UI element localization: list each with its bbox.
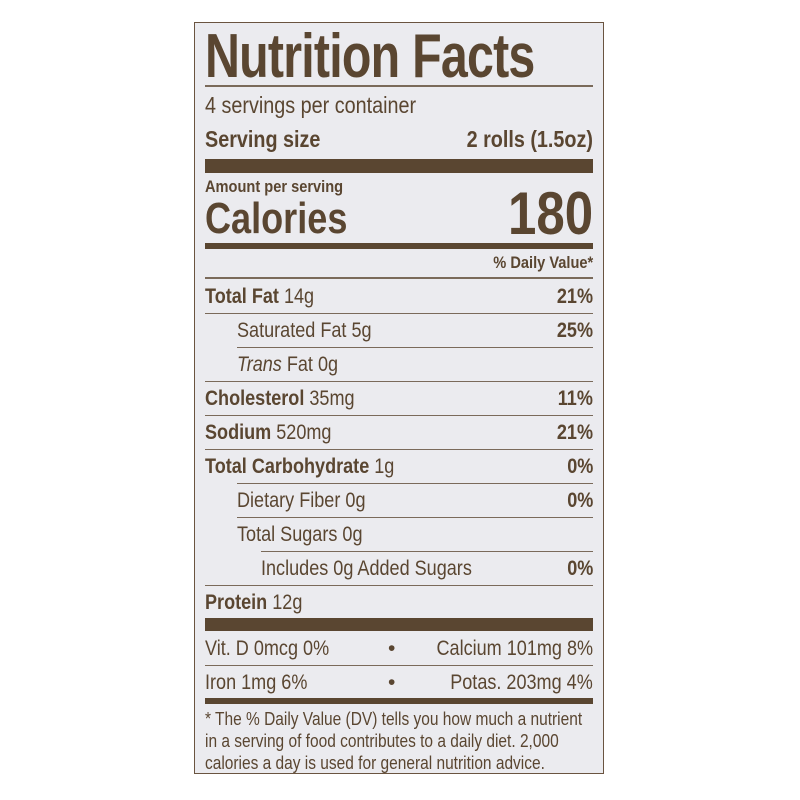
nutrient-amount: 1g xyxy=(374,455,395,478)
medium-divider xyxy=(205,698,593,704)
divider xyxy=(237,517,593,518)
nutrient-dv: 21% xyxy=(556,421,593,444)
nutrient-amount: 35mg xyxy=(309,387,355,410)
nutrient-name: Saturated Fat xyxy=(237,319,347,342)
nutrition-facts-label: Nutrition Facts 4 servings per container… xyxy=(194,22,604,774)
nutrient-name-suffix: Fat xyxy=(286,353,313,376)
nutrient-name: Protein xyxy=(205,591,268,614)
calories-value: 180 xyxy=(507,180,593,247)
nutrient-name: Total Sugars xyxy=(237,523,338,546)
divider xyxy=(237,347,593,348)
footnote-line: * The % Daily Value (DV) tells you how m… xyxy=(205,709,583,729)
nutrient-dv: 25% xyxy=(556,319,593,342)
vitamin-d: Vit. D 0mcg 0% xyxy=(205,637,330,660)
nutrient-dv: 21% xyxy=(556,285,593,308)
nutrient-row-cholesterol: Cholesterol 35mg xyxy=(205,386,355,412)
iron: Iron 1mg 6% xyxy=(205,671,308,694)
divider xyxy=(205,85,593,87)
nutrient-row-total-fat: Total Fat 14g xyxy=(205,284,314,310)
nutrient-name: Cholesterol xyxy=(205,387,305,410)
nutrient-name: Sodium xyxy=(205,421,272,444)
nutrient-name: Total Carbohydrate xyxy=(205,455,370,478)
serving-size-label: Serving size xyxy=(205,126,321,152)
potassium: Potas. 203mg 4% xyxy=(450,671,593,694)
divider xyxy=(205,415,593,416)
calories-label: Calories xyxy=(205,194,348,243)
nutrient-row-total-carbohydrate: Total Carbohydrate 1g xyxy=(205,454,394,480)
divider xyxy=(261,551,593,552)
nutrient-row-sodium: Sodium 520mg xyxy=(205,420,331,446)
footnote-line: calories a day is used for general nutri… xyxy=(205,753,545,773)
label-title: Nutrition Facts xyxy=(205,22,535,91)
servings-per-container: 4 servings per container xyxy=(205,92,417,118)
medium-divider xyxy=(205,243,593,249)
divider xyxy=(205,449,593,450)
footnote-line: in a serving of food contributes to a da… xyxy=(205,731,559,751)
nutrient-amount: 12g xyxy=(272,591,303,614)
daily-value-header: % Daily Value* xyxy=(493,253,593,272)
serving-size-value: 2 rolls (1.5oz) xyxy=(466,126,593,152)
nutrient-dv: 0% xyxy=(566,557,593,580)
calcium: Calcium 101mg 8% xyxy=(436,637,593,660)
divider xyxy=(205,665,593,666)
nutrient-amount: 0g xyxy=(317,353,339,376)
nutrient-dv: 11% xyxy=(557,387,593,410)
nutrient-row-saturated-fat: Saturated Fat 5g xyxy=(237,318,372,344)
divider xyxy=(205,381,593,382)
nutrient-amount: 520mg xyxy=(276,421,332,444)
nutrient-dv: 0% xyxy=(566,455,593,478)
nutrient-amount: 5g xyxy=(351,319,372,342)
thick-divider xyxy=(205,159,593,173)
nutrient-row-added-sugars: Includes 0g Added Sugars xyxy=(261,557,472,580)
divider xyxy=(205,585,593,586)
amount-per-serving: Amount per serving xyxy=(205,177,344,196)
bullet: • xyxy=(388,637,396,660)
nutrient-name: Dietary Fiber xyxy=(237,489,341,512)
bullet: • xyxy=(388,671,396,694)
nutrient-row-protein: Protein 12g xyxy=(205,590,302,616)
nutrient-amount: 0g xyxy=(342,523,363,546)
nutrient-name: Total Fat xyxy=(205,285,279,308)
nutrient-amount: 14g xyxy=(283,285,315,308)
nutrient-amount: 0g xyxy=(345,489,366,512)
nutrient-row-dietary-fiber: Dietary Fiber 0g xyxy=(237,488,365,514)
footnote: * The % Daily Value (DV) tells you how m… xyxy=(205,708,582,774)
nutrient-row-trans-fat: Trans Fat 0g xyxy=(237,352,338,378)
thick-divider xyxy=(205,618,593,631)
nutrient-row-total-sugars: Total Sugars 0g xyxy=(237,522,363,548)
divider xyxy=(205,277,593,279)
divider xyxy=(205,313,593,314)
nutrient-name: Trans xyxy=(237,353,282,376)
nutrient-dv: 0% xyxy=(566,489,593,512)
divider xyxy=(237,483,593,484)
